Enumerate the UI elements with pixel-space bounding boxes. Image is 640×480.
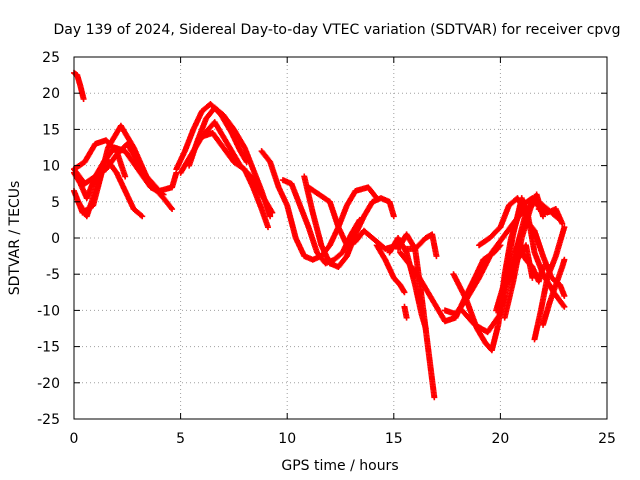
series-track-1 [71, 69, 87, 102]
data-point [559, 220, 566, 227]
x-axis-label: GPS time / hours [281, 458, 398, 474]
y-tick-label: -15 [37, 340, 60, 356]
x-tick-label: 10 [278, 431, 296, 447]
data-point [139, 213, 146, 220]
series-track-6 [71, 137, 129, 180]
grid-layer [74, 57, 607, 419]
data-point [561, 292, 568, 299]
data-point [401, 289, 408, 296]
series-track-29 [531, 224, 568, 343]
y-tick-label: -5 [46, 267, 60, 283]
data-point [267, 213, 274, 220]
data-point [160, 191, 167, 198]
data-point [540, 263, 547, 270]
data-point [356, 216, 363, 223]
y-tick-label: 20 [42, 86, 60, 102]
data-point [561, 224, 568, 231]
y-tick-label: 5 [51, 195, 60, 211]
data-point [540, 213, 547, 220]
series-track-19 [401, 231, 440, 260]
data-point [433, 253, 440, 260]
plot-frame [73, 56, 608, 420]
chart-title: Day 139 of 2024, Sidereal Day-to-day VTE… [54, 22, 621, 38]
data-point [431, 394, 438, 401]
series-track-31 [540, 256, 568, 328]
x-tick-label: 20 [491, 431, 509, 447]
series-track-5 [75, 144, 167, 220]
data-point [269, 209, 276, 216]
y-tick-label: -25 [37, 412, 60, 428]
series-track-16 [401, 303, 410, 321]
y-axis-label: SDTVAR / TECUs [7, 181, 23, 296]
x-tick-label: 5 [176, 431, 185, 447]
y-tick-label: 15 [42, 122, 60, 138]
x-tick-label: 0 [70, 431, 79, 447]
data-point [390, 213, 397, 220]
x-tick-label: 25 [598, 431, 616, 447]
series-track-14 [279, 177, 363, 267]
y-tick-label: 25 [42, 50, 60, 66]
series-track-32 [535, 206, 566, 227]
data-point [169, 206, 176, 213]
data-point [561, 256, 568, 263]
tick-layer: 0 5 10 15 20 25 25 20 15 10 5 0 -5 -10 -15 -20 -25 [37, 50, 616, 447]
y-tick-label: -10 [37, 303, 60, 319]
x-tick-label: 15 [385, 431, 403, 447]
series-track-28 [522, 216, 568, 299]
data-layer [71, 69, 568, 401]
y-tick-label: 10 [42, 159, 60, 175]
data-point [403, 314, 410, 321]
data-point [80, 95, 87, 102]
data-point [265, 224, 272, 231]
y-tick-label: -20 [37, 376, 60, 392]
series-track-10 [198, 119, 276, 216]
series-track-15 [373, 242, 408, 296]
series-track-30 [514, 242, 547, 285]
data-point [422, 325, 429, 332]
data-point [122, 173, 129, 180]
y-tick-label: 0 [51, 231, 60, 247]
data-point [561, 303, 568, 310]
